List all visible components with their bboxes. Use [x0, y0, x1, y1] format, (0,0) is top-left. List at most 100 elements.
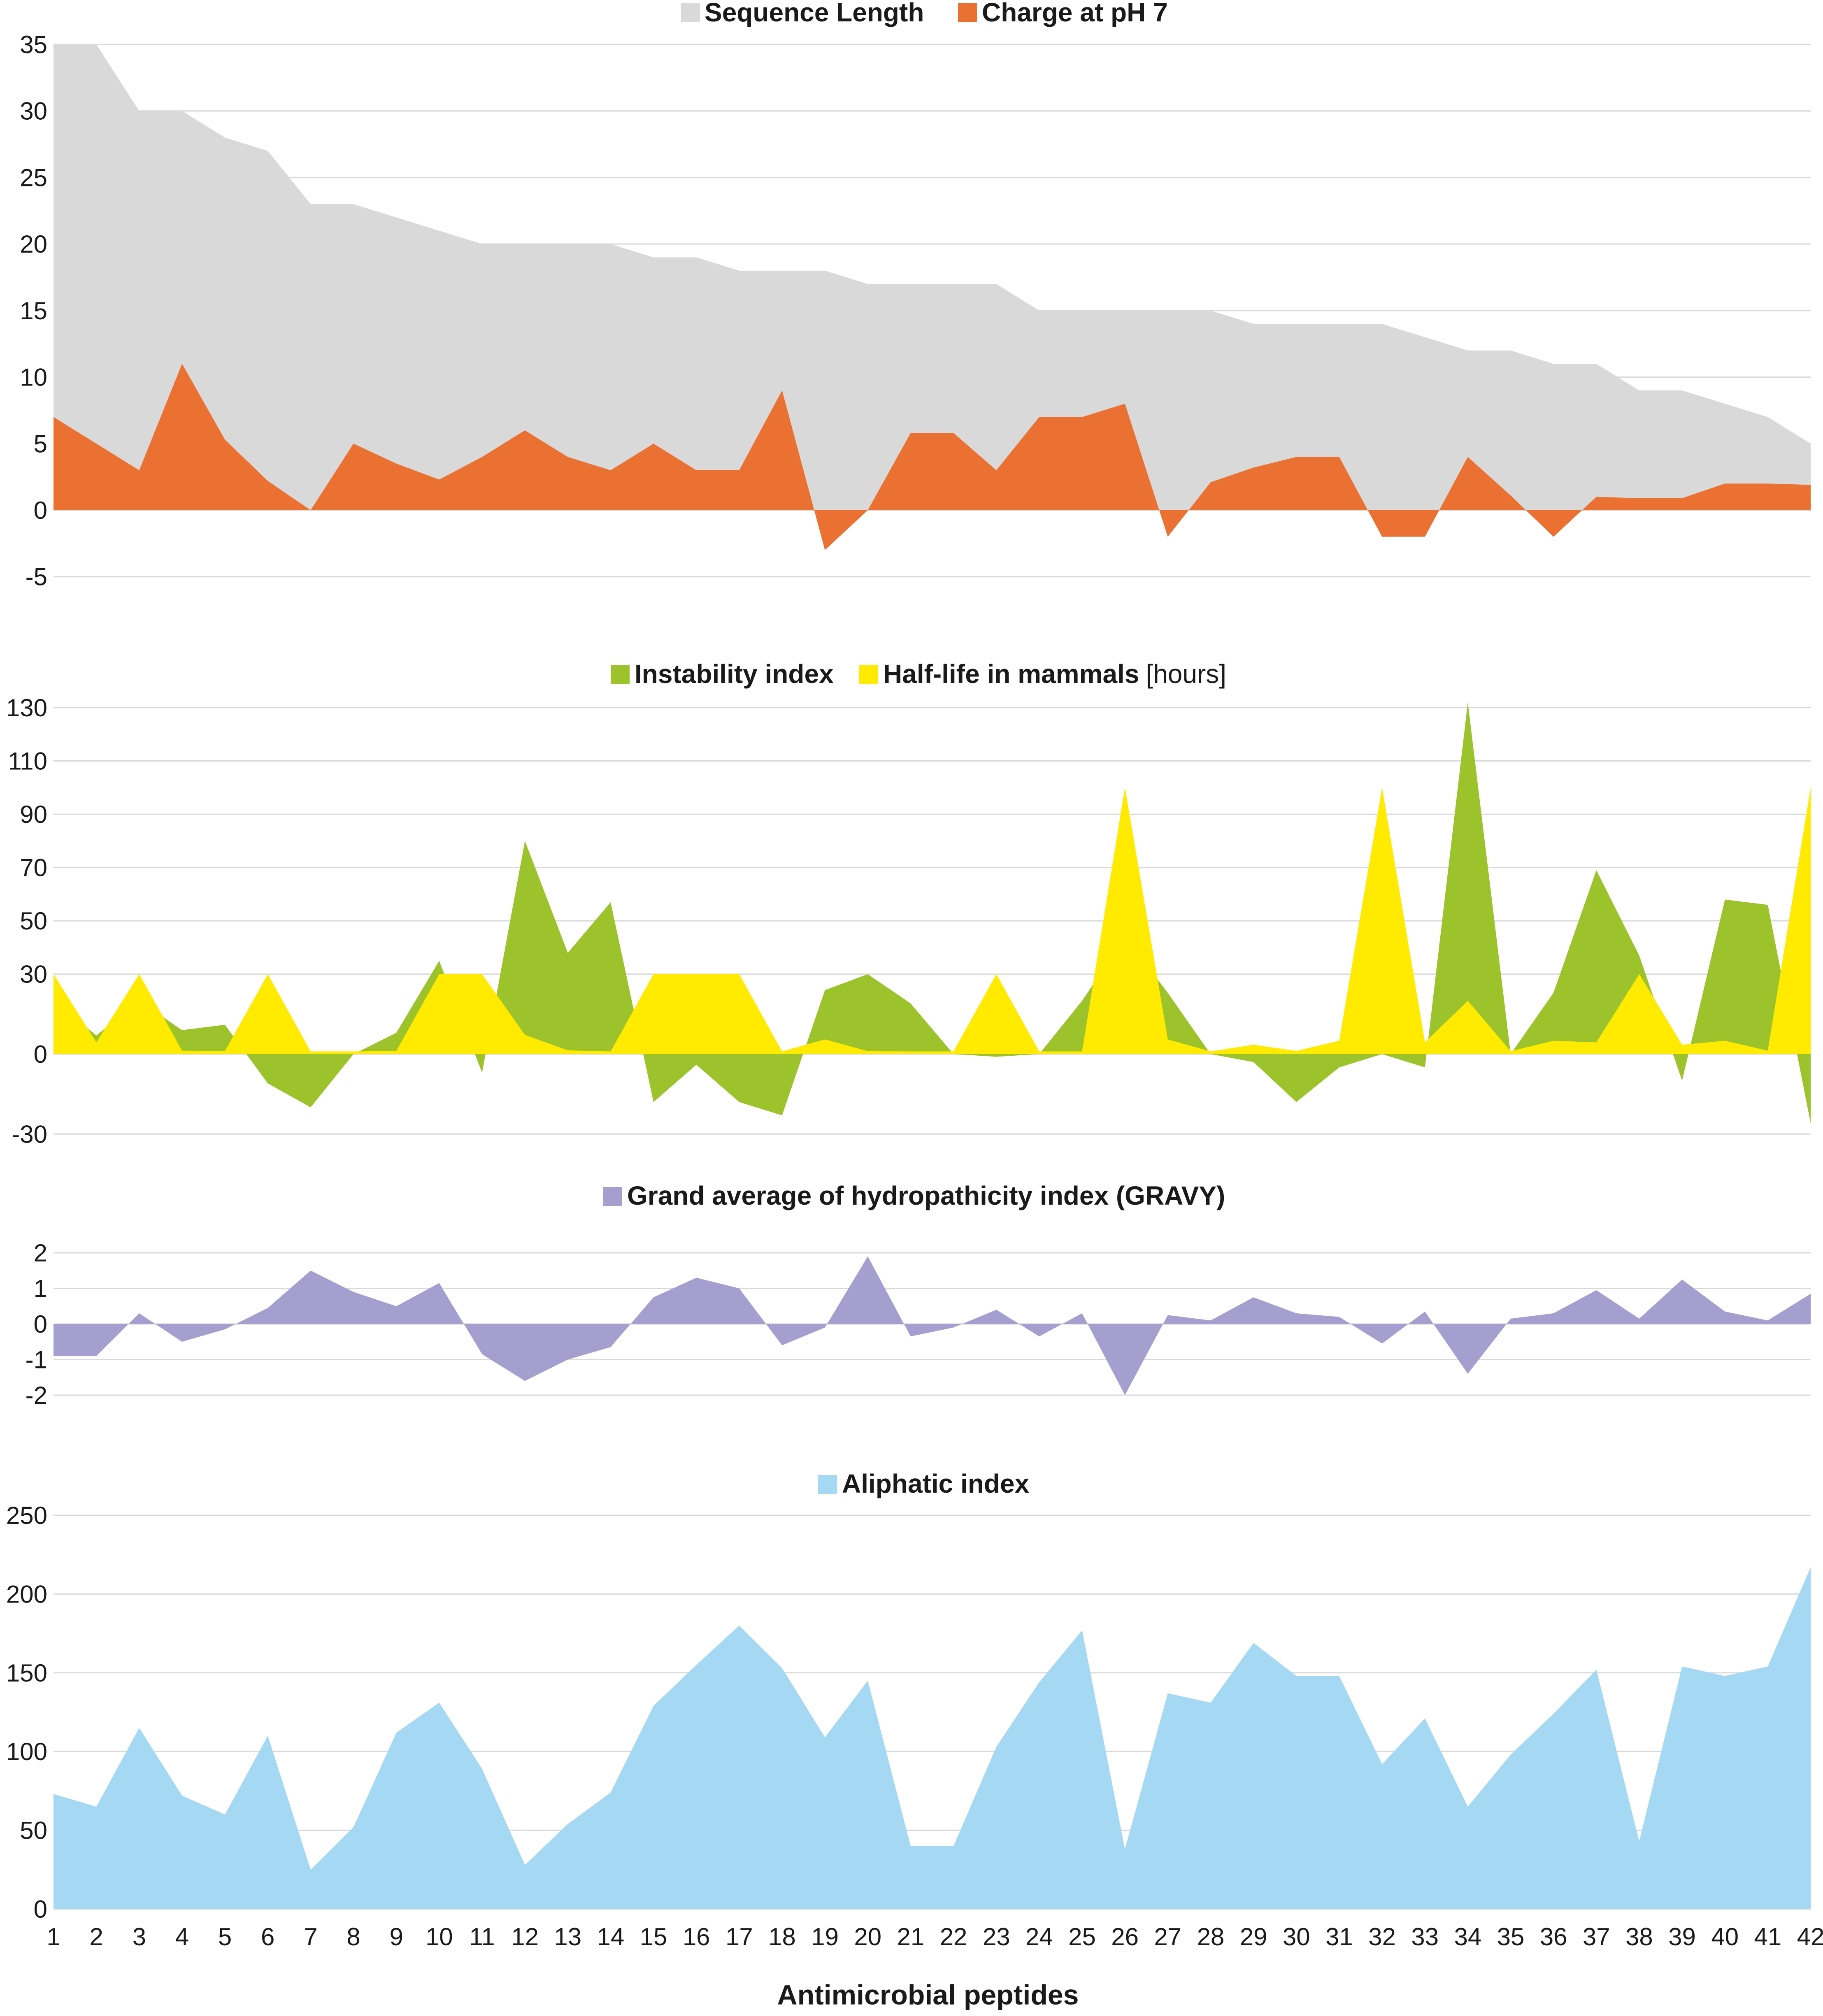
- x-tick-label: 22: [940, 1923, 967, 1951]
- area-sequence-length: [53, 44, 1811, 510]
- y-tick-label: 2: [34, 1239, 47, 1267]
- area-aliphatic-index: [53, 1567, 1811, 1909]
- panel4-y-axis: 250 200 150 100 50 0: [6, 1502, 47, 1923]
- panel4-legend: Aliphatic index: [818, 1469, 1030, 1498]
- y-tick-label: 30: [20, 98, 47, 125]
- x-tick-label: 10: [426, 1923, 453, 1951]
- y-tick-label: 70: [20, 854, 47, 882]
- x-tick-label: 30: [1283, 1923, 1310, 1951]
- x-tick-label: 39: [1668, 1923, 1696, 1951]
- area-half-life: [53, 787, 1811, 1054]
- area-charge-ph7: [53, 364, 1811, 550]
- legend-swatch-half-life: [859, 665, 878, 684]
- y-tick-label: 35: [20, 31, 47, 58]
- x-tick-label: 25: [1068, 1923, 1096, 1951]
- panel3-legend: Grand average of hydropathicity index (G…: [603, 1181, 1225, 1210]
- panel4-areas: [53, 1567, 1811, 1909]
- x-axis: 1 2 3 4 5 6 7 8 9 10 11 12 13 14 15 16 17 18 19 20 21 22 23 24 2…: [47, 1923, 1823, 2011]
- x-tick-label: 14: [597, 1923, 625, 1951]
- y-tick-label: 20: [20, 230, 47, 258]
- legend-swatch-aliphatic: [818, 1475, 837, 1494]
- y-tick-label: 25: [20, 164, 47, 191]
- y-tick-label: 50: [20, 907, 47, 935]
- x-tick-label: 42: [1797, 1923, 1823, 1951]
- x-tick-label: 31: [1325, 1923, 1353, 1951]
- y-tick-label: -30: [12, 1120, 47, 1148]
- x-tick-label: 21: [897, 1923, 925, 1951]
- x-tick-label: 17: [725, 1923, 753, 1951]
- panel2-areas: [53, 702, 1811, 1124]
- panel1-y-axis: 35 30 25 20 15 10 5 0 -5: [20, 31, 47, 591]
- x-tick-label: 5: [218, 1923, 232, 1951]
- panel-sequence-charge: Sequence Length Charge at pH 7 35 30 25 …: [20, 0, 1811, 591]
- x-tick-label: 9: [389, 1923, 403, 1951]
- y-tick-label: 100: [6, 1738, 47, 1765]
- x-tick-label: 16: [683, 1923, 710, 1951]
- y-tick-label: 200: [6, 1580, 47, 1608]
- x-tick-label: 40: [1711, 1923, 1739, 1951]
- x-tick-label: 7: [304, 1923, 317, 1951]
- panel3-areas: [53, 1256, 1811, 1395]
- y-tick-label: 15: [20, 297, 47, 325]
- x-tick-label: 3: [133, 1923, 146, 1951]
- panel-gravy: Grand average of hydropathicity index (G…: [26, 1181, 1811, 1409]
- legend-swatch-gravy: [603, 1187, 622, 1206]
- legend-label-instability-index: Instability index: [635, 659, 834, 689]
- x-tick-label: 1: [47, 1923, 60, 1951]
- legend-swatch-instability-index: [611, 665, 630, 684]
- x-tick-label: 36: [1540, 1923, 1567, 1951]
- x-tick-label: 8: [346, 1923, 360, 1951]
- x-tick-label: 37: [1583, 1923, 1610, 1951]
- y-tick-label: 0: [34, 1895, 47, 1923]
- x-axis-title: Antimicrobial peptides: [777, 1979, 1079, 2011]
- y-tick-label: 110: [8, 748, 47, 775]
- x-tick-label: 35: [1497, 1923, 1525, 1951]
- x-tick-label: 12: [511, 1923, 539, 1951]
- panel1-areas: [53, 44, 1811, 550]
- x-tick-label: 20: [854, 1923, 881, 1951]
- x-tick-label: 19: [811, 1923, 839, 1951]
- y-tick-label: 150: [6, 1659, 47, 1687]
- y-tick-label: 5: [34, 430, 47, 458]
- legend-label-sequence-length: Sequence Length: [705, 0, 924, 27]
- x-tick-label: 26: [1111, 1923, 1139, 1951]
- panel-instability-halflife: Instability index Half-life in mammals [h…: [6, 659, 1811, 1148]
- legend-label-gravy: Grand average of hydropathicity index (G…: [627, 1181, 1225, 1210]
- legend-label-charge: Charge at pH 7: [982, 0, 1168, 27]
- legend-swatch-sequence-length: [681, 3, 700, 22]
- y-tick-label: 10: [20, 364, 47, 391]
- y-tick-label: 1: [34, 1275, 47, 1303]
- x-tick-label: 29: [1240, 1923, 1267, 1951]
- x-tick-label: 13: [554, 1923, 581, 1951]
- panel3-y-axis: 2 1 0 -1 -2: [26, 1239, 47, 1409]
- x-tick-label: 27: [1154, 1923, 1181, 1951]
- y-tick-label: 30: [20, 961, 47, 988]
- y-tick-label: -2: [26, 1382, 47, 1409]
- panel2-y-axis: 130 110 90 70 50 30 0 -30: [6, 694, 47, 1148]
- panel2-legend: Instability index Half-life in mammals [h…: [611, 659, 1226, 689]
- y-tick-label: -5: [26, 563, 47, 591]
- x-tick-label: 41: [1754, 1923, 1781, 1951]
- panel-aliphatic: Aliphatic index 250 200 150 100 50 0: [6, 1469, 1811, 1923]
- area-gravy: [53, 1256, 1811, 1395]
- x-tick-label: 11: [469, 1923, 495, 1951]
- x-tick-label: 18: [768, 1923, 796, 1951]
- y-tick-label: 0: [34, 1041, 47, 1068]
- x-tick-label: 33: [1411, 1923, 1439, 1951]
- legend-swatch-charge: [958, 3, 977, 22]
- x-tick-label: 28: [1197, 1923, 1225, 1951]
- y-tick-label: 0: [34, 1310, 47, 1338]
- x-axis-tick-labels: 1 2 3 4 5 6 7 8 9 10 11 12 13 14 15 16 17 18 19 20 21 22 23 24 2…: [47, 1923, 1823, 1951]
- x-tick-label: 23: [983, 1923, 1010, 1951]
- area-instability-index: [53, 702, 1811, 1124]
- legend-half-life-unit: [hours]: [1146, 659, 1226, 689]
- x-tick-label: 32: [1368, 1923, 1396, 1951]
- x-tick-label: 15: [640, 1923, 667, 1951]
- x-tick-label: 6: [261, 1923, 274, 1951]
- x-tick-label: 4: [175, 1923, 189, 1951]
- legend-label-aliphatic: Aliphatic index: [842, 1469, 1030, 1498]
- panel1-legend: Sequence Length Charge at pH 7: [681, 0, 1168, 27]
- x-tick-label: 38: [1625, 1923, 1653, 1951]
- y-tick-label: 250: [6, 1502, 47, 1529]
